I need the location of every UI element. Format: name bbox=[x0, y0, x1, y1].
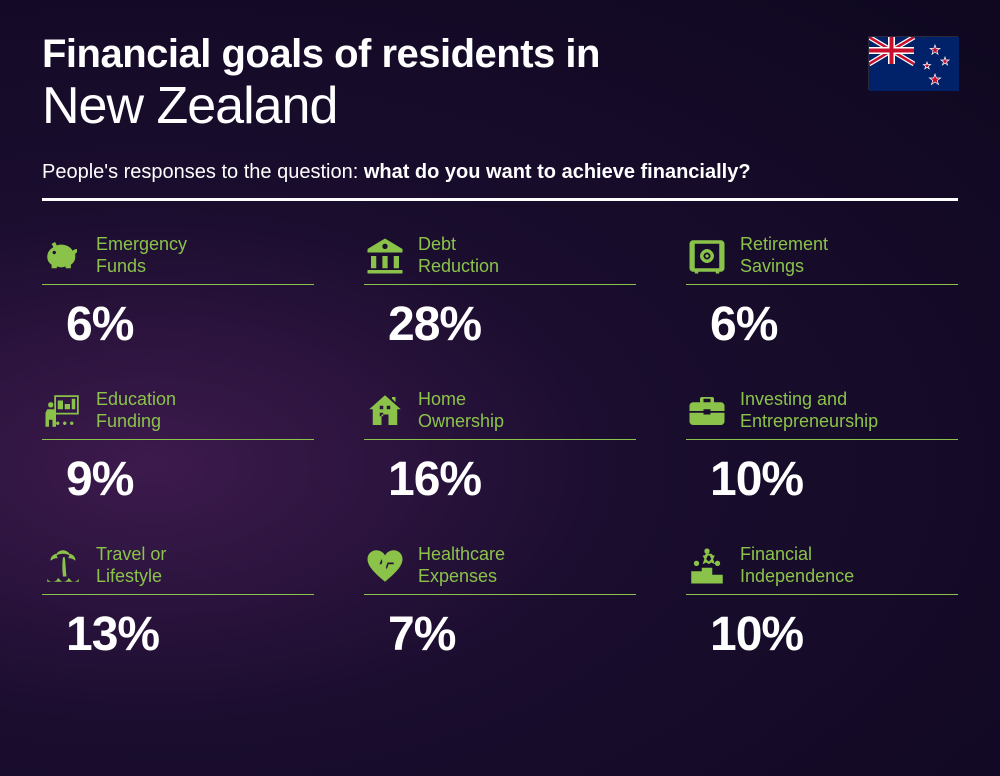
goal-financial-independence: Financial Independence 10% bbox=[686, 543, 958, 662]
goal-label: Financial Independence bbox=[740, 544, 854, 587]
goal-retirement-savings: Retirement Savings 6% bbox=[686, 233, 958, 352]
goal-label: Home Ownership bbox=[418, 389, 504, 432]
goal-value: 7% bbox=[364, 607, 636, 662]
divider bbox=[42, 198, 958, 201]
subtitle-prefix: People's responses to the question: bbox=[42, 161, 364, 183]
heart-pulse-icon bbox=[364, 545, 406, 587]
item-header: Emergency Funds bbox=[42, 233, 314, 285]
goal-value: 28% bbox=[364, 297, 636, 352]
goal-value: 6% bbox=[686, 297, 958, 352]
item-header: Travel or Lifestyle bbox=[42, 543, 314, 595]
goal-label: Investing and Entrepreneurship bbox=[740, 389, 878, 432]
goal-value: 9% bbox=[42, 452, 314, 507]
goal-label: Debt Reduction bbox=[418, 234, 499, 277]
nz-flag-icon bbox=[868, 36, 958, 90]
piggy-bank-icon bbox=[42, 235, 84, 277]
goal-value: 10% bbox=[686, 452, 958, 507]
bank-icon bbox=[364, 235, 406, 277]
presentation-icon bbox=[42, 390, 84, 432]
briefcase-icon bbox=[686, 390, 728, 432]
item-header: Healthcare Expenses bbox=[364, 543, 636, 595]
goal-value: 10% bbox=[686, 607, 958, 662]
goal-debt-reduction: Debt Reduction 28% bbox=[364, 233, 636, 352]
item-header: Home Ownership bbox=[364, 388, 636, 440]
item-header: Retirement Savings bbox=[686, 233, 958, 285]
subtitle-bold: what do you want to achieve financially? bbox=[364, 161, 751, 183]
goal-emergency-funds: Emergency Funds 6% bbox=[42, 233, 314, 352]
goal-healthcare-expenses: Healthcare Expenses 7% bbox=[364, 543, 636, 662]
goal-value: 6% bbox=[42, 297, 314, 352]
goal-label: Emergency Funds bbox=[96, 234, 187, 277]
goal-home-ownership: Home Ownership 16% bbox=[364, 388, 636, 507]
goal-label: Healthcare Expenses bbox=[418, 544, 505, 587]
house-icon bbox=[364, 390, 406, 432]
goal-value: 13% bbox=[42, 607, 314, 662]
goal-label: Retirement Savings bbox=[740, 234, 828, 277]
item-header: Debt Reduction bbox=[364, 233, 636, 285]
item-header: Education Funding bbox=[42, 388, 314, 440]
goal-education-funding: Education Funding 9% bbox=[42, 388, 314, 507]
goal-investing-entrepreneurship: Investing and Entrepreneurship 10% bbox=[686, 388, 958, 507]
goal-label: Travel or Lifestyle bbox=[96, 544, 166, 587]
item-header: Financial Independence bbox=[686, 543, 958, 595]
goal-value: 16% bbox=[364, 452, 636, 507]
subtitle: People's responses to the question: what… bbox=[42, 161, 958, 184]
safe-icon bbox=[686, 235, 728, 277]
goal-label: Education Funding bbox=[96, 389, 176, 432]
podium-icon bbox=[686, 545, 728, 587]
header: Financial goals of residents in New Zeal… bbox=[42, 32, 958, 135]
goal-travel-lifestyle: Travel or Lifestyle 13% bbox=[42, 543, 314, 662]
palm-icon bbox=[42, 545, 84, 587]
title-line2: New Zealand bbox=[42, 78, 958, 135]
item-header: Investing and Entrepreneurship bbox=[686, 388, 958, 440]
goals-grid: Emergency Funds 6% Debt Reduction 28% Re… bbox=[42, 233, 958, 662]
title-line1: Financial goals of residents in bbox=[42, 32, 958, 76]
